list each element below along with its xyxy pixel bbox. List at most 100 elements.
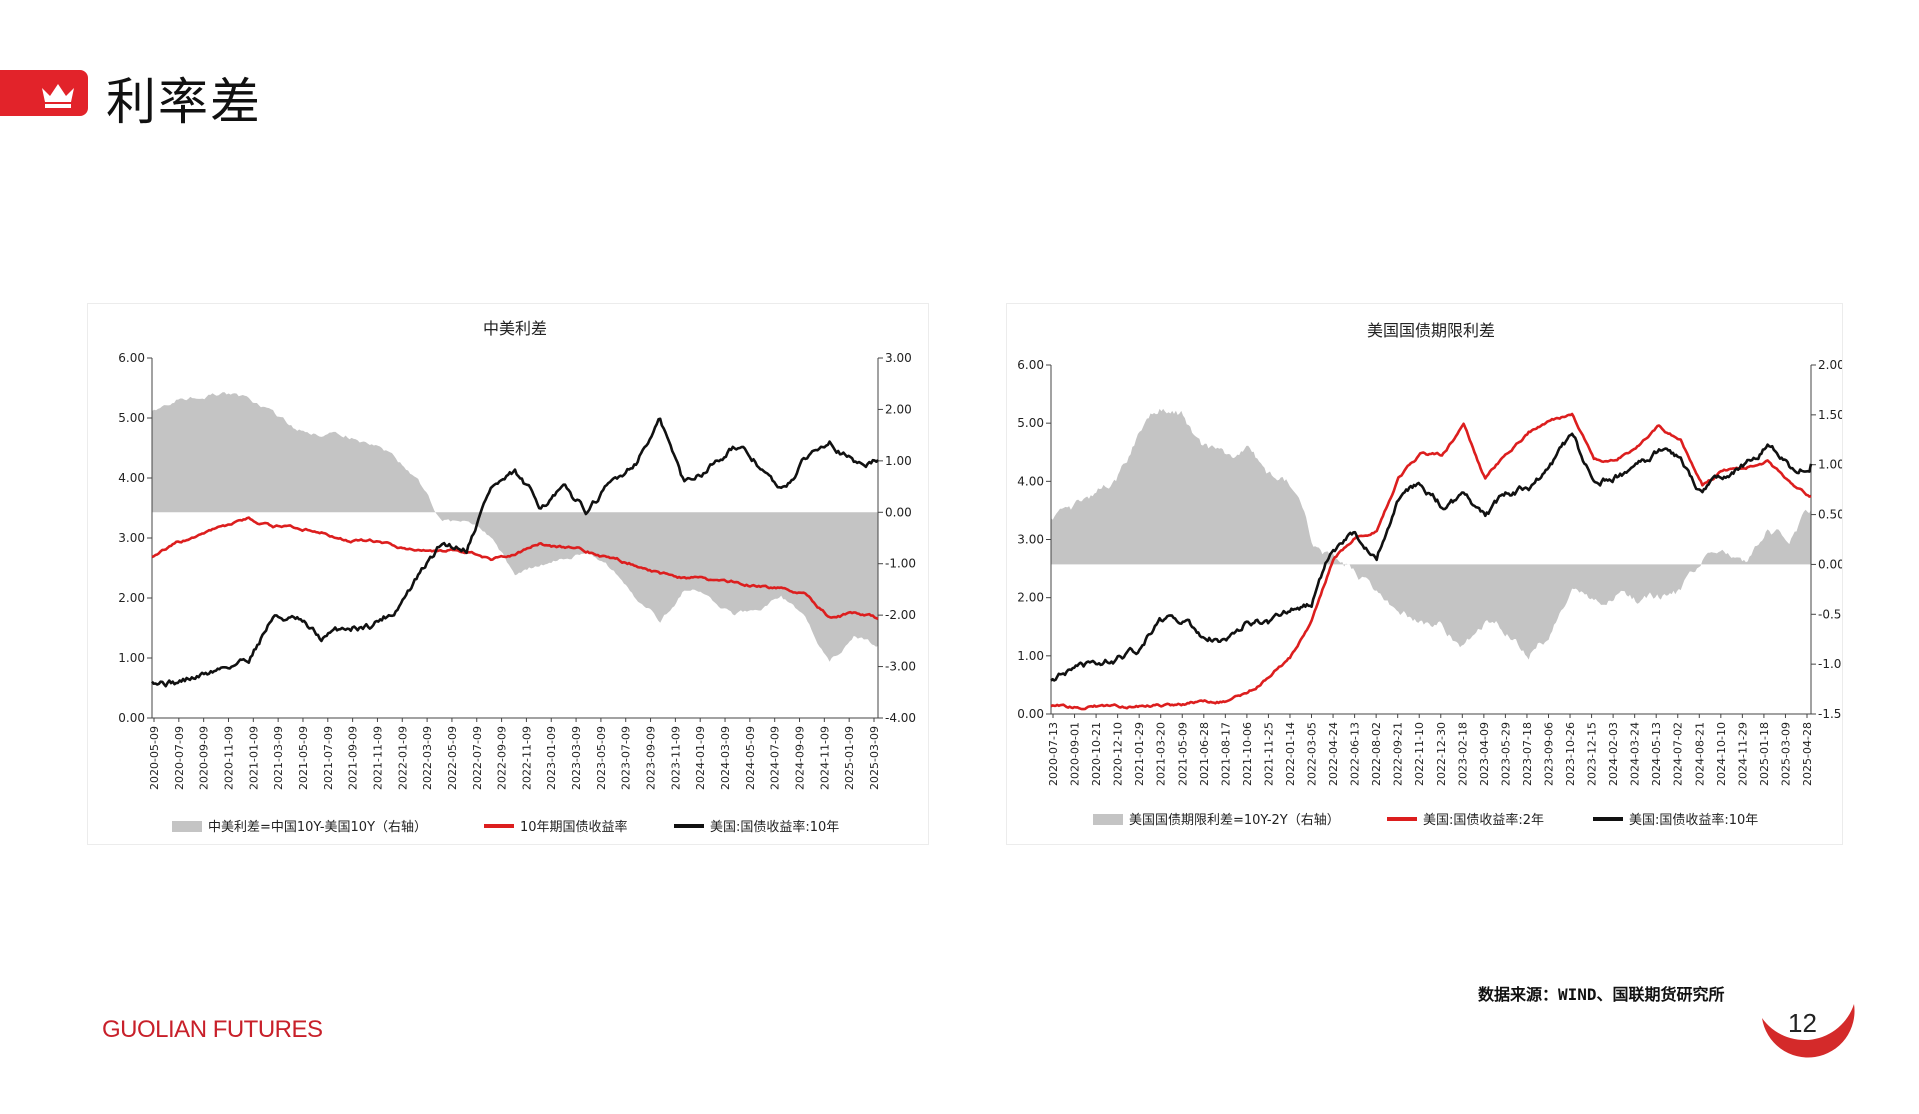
right-axis-tick-label: -1.00 [885,557,916,571]
x-axis-tick-label: 2021-05-09 [1176,722,1189,786]
legend-label: 美国:国债收益率:10年 [710,819,839,835]
right-axis-tick-label: 0.00 [885,505,912,519]
legend-label: 10年期国债收益率 [520,819,628,835]
x-axis-tick-label: 2023-10-26 [1564,722,1577,786]
x-axis-tick-label: 2020-09-01 [1069,722,1082,786]
x-axis-tick-label: 2022-09-09 [496,726,509,790]
left-axis-tick-label: 2.00 [118,591,145,605]
x-axis-tick-label: 2024-05-09 [744,726,757,790]
page-title: 利率差 [106,73,262,131]
right-axis-tick-label: 1.00 [1818,458,1842,472]
legend-label: 美国:国债收益率:10年 [1629,812,1758,828]
x-axis-tick-label: 2022-09-21 [1392,722,1405,786]
x-axis-tick-label: 2023-07-18 [1521,722,1534,786]
left-axis-tick-label: 4.00 [118,471,145,485]
x-axis-tick-label: 2023-12-15 [1586,722,1599,786]
title-banner [0,70,88,116]
x-axis-tick-label: 2025-01-18 [1758,722,1771,786]
left-axis-tick-label: 0.00 [118,711,145,725]
x-axis-tick-label: 2022-11-09 [520,726,533,790]
x-axis-tick-label: 2021-06-28 [1198,722,1211,786]
left-axis-tick-label: 3.00 [1017,533,1044,547]
line-series-black [1050,432,1813,682]
right-axis-tick-label: 0.00 [1818,557,1842,571]
chart-panel-interest-rate-spread: 中美利差 6.00 5.00 4.00 3.00 2.00 1.00 0.00 3.00 2.00… [87,303,929,845]
x-axis-tick-label: 2020-09-09 [198,726,211,790]
x-axis-tick-label: 2023-07-09 [620,726,633,790]
left-axis-tick-label: 6.00 [1017,358,1044,372]
x-axis-tick-label: 2024-03-24 [1629,722,1642,786]
legend-swatch-area [1093,814,1123,825]
data-source-note: 数据来源：WIND、国联期货研究所 [1478,985,1725,1004]
x-axis-tick-label: 2025-04-28 [1801,722,1814,786]
right-axis-tick-label: -0.50 [1818,607,1842,621]
x-axis-tick-label: 2023-02-18 [1456,722,1469,786]
x-axis-tick-label: 2024-10-10 [1715,722,1728,786]
line-series-red [151,516,879,621]
chart-title: 美国国债期限利差 [1367,321,1495,340]
spread-area-series [152,392,878,662]
x-axis-tick-label: 2020-11-09 [222,726,235,790]
right-axis-tick-label: -4.00 [885,711,916,725]
x-axis-tick-label: 2023-04-09 [1478,722,1491,786]
x-axis-tick-label: 2020-07-09 [173,726,186,790]
x-axis-tick-label: 2024-07-09 [769,726,782,790]
x-axis-tick-label: 2023-01-09 [545,726,558,790]
x-axis-tick-label: 2022-03-05 [1306,722,1319,786]
x-axis-tick-label: 2022-04-24 [1327,722,1340,786]
x-axis-tick-label: 2021-01-29 [1133,722,1146,786]
left-axis-tick-label: 5.00 [1017,416,1044,430]
x-axis-tick-label: 2020-12-10 [1112,722,1125,786]
right-axis-tick-label: 1.00 [885,454,912,468]
x-axis-tick-label: 2022-07-09 [471,726,484,790]
x-axis-tick-label: 2021-03-20 [1155,722,1168,786]
left-axis-tick-label: 1.00 [1017,649,1044,663]
chart-panel-term-spread: 美国国债期限利差 6.00 5.00 4.00 3.00 2.00 1.00 0.00 2.00… [1006,303,1849,845]
right-axis-tick-label: 2.00 [885,402,912,416]
x-axis-tick-label: 2024-11-09 [818,726,831,790]
line-series-black [151,417,879,688]
x-axis-tick-label: 2022-05-09 [446,726,459,790]
x-axis-tick-label: 2021-07-09 [322,726,335,790]
right-axis-tick-label: 0.50 [1818,508,1842,522]
page-number: 12 [1788,1008,1817,1038]
x-axis-tick-label: 2021-03-09 [272,726,285,790]
x-axis-tick-label: 2024-07-02 [1672,722,1685,786]
chart-title: 中美利差 [483,319,547,338]
x-axis-tick-label: 2021-10-06 [1241,722,1254,786]
x-axis-tick-label: 2024-03-09 [719,726,732,790]
x-axis-tick-label: 2024-11-29 [1736,722,1749,786]
x-axis-tick-label: 2023-09-06 [1542,722,1555,786]
x-axis-tick-label: 2023-03-09 [570,726,583,790]
right-axis-tick-label: 2.00 [1818,358,1842,372]
x-axis-tick-label: 2025-01-09 [843,726,856,790]
legend-swatch-area [172,821,202,832]
left-axis-tick-label: 6.00 [118,351,145,365]
x-axis-tick-label: 2020-10-21 [1090,722,1103,786]
line-series-red [1050,412,1812,711]
x-axis-tick-label: 2022-06-13 [1349,722,1362,786]
chart1-svg: 中美利差 6.00 5.00 4.00 3.00 2.00 1.00 0.00 3.00 2.00… [118,319,916,835]
x-axis-tick-label: 2024-09-09 [794,726,807,790]
spread-area-series [1051,408,1811,660]
x-axis-tick-label: 2021-11-09 [371,726,384,790]
right-axis-tick-label: -2.00 [885,608,916,622]
right-axis-tick-label: -1.50 [1818,707,1842,721]
legend-label: 美国:国债收益率:2年 [1423,812,1544,828]
x-axis-tick-label: 2021-11-25 [1262,722,1275,786]
x-axis-tick-label: 2022-03-09 [421,726,434,790]
x-axis-tick-label: 2021-09-09 [347,726,360,790]
crown-icon [42,84,74,108]
x-axis-tick-label: 2024-08-21 [1693,722,1706,786]
legend-label: 中美利差=中国10Y-美国10Y（右轴） [208,820,427,835]
x-axis-tick-label: 2022-01-14 [1284,722,1297,786]
left-axis-tick-label: 4.00 [1017,474,1044,488]
x-axis-tick-label: 2022-11-10 [1413,722,1426,786]
decorative-arc-icon [1762,1004,1855,1058]
x-axis-tick-label: 2021-08-17 [1219,722,1232,786]
x-axis-tick-label: 2023-05-09 [595,726,608,790]
brand-logo-text: GUOLIAN FUTURES [102,1016,323,1043]
x-axis-tick-label: 2024-01-09 [694,726,707,790]
x-axis-tick-label: 2022-01-09 [396,726,409,790]
x-axis-tick-label: 2021-01-09 [247,726,260,790]
